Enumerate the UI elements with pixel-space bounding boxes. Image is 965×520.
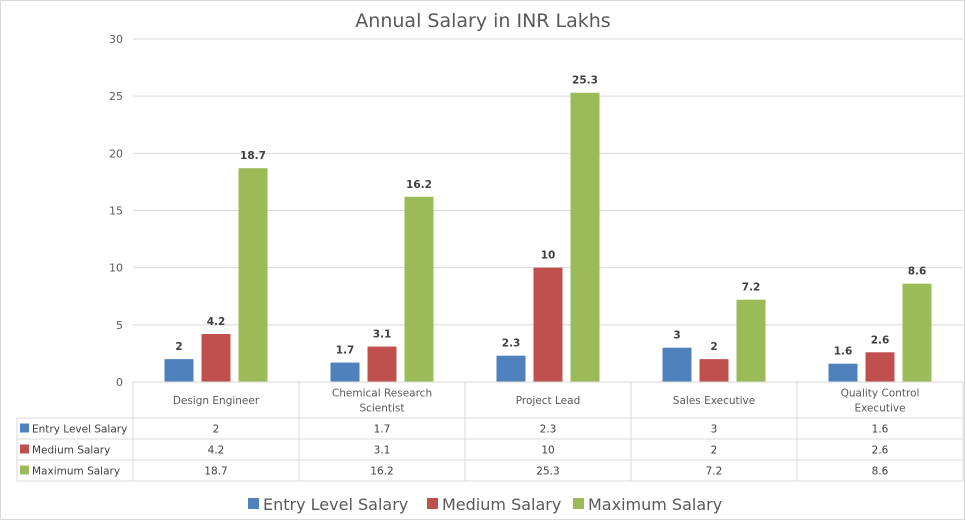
legend-key-swatch xyxy=(20,444,29,454)
table-cell: 2 xyxy=(213,424,220,436)
data-label: 25.3 xyxy=(572,75,598,87)
gridlines xyxy=(133,38,963,326)
table-cell: 7.2 xyxy=(706,466,723,478)
bar xyxy=(902,283,932,382)
data-table: Design Engineer Chemical Research Scientis… xyxy=(16,381,964,482)
bar xyxy=(238,168,268,382)
table-cell: 3.1 xyxy=(374,445,391,457)
data-label: 2.3 xyxy=(502,338,521,350)
y-axis: 0 5 10 15 20 25 30 xyxy=(109,33,123,389)
bar xyxy=(164,359,194,382)
bar xyxy=(201,333,231,382)
table-cell: 1.6 xyxy=(872,424,889,436)
bar xyxy=(404,196,434,382)
y-tick-label: 15 xyxy=(109,205,123,218)
data-label: 8.6 xyxy=(908,266,927,278)
y-tick-label: 10 xyxy=(109,262,123,275)
legend-key-swatch xyxy=(20,465,29,475)
table-cell: 2 xyxy=(711,445,718,457)
y-tick-label: 30 xyxy=(109,33,123,46)
bar xyxy=(828,363,858,382)
table-cell: 2.3 xyxy=(540,424,557,436)
table-cell: 3 xyxy=(711,424,718,436)
bar xyxy=(699,359,729,382)
bar xyxy=(865,352,895,382)
table-row-label: Medium Salary xyxy=(32,445,110,457)
table-cell: 1.7 xyxy=(374,424,391,436)
chart-title: Annual Salary in INR Lakhs xyxy=(355,10,610,32)
bar xyxy=(662,347,692,382)
legend-swatch xyxy=(248,498,259,509)
data-label: 18.7 xyxy=(240,150,266,162)
table-cell: 2.6 xyxy=(872,445,889,457)
bar xyxy=(330,362,360,382)
bar xyxy=(533,267,563,382)
table-row-label: Maximum Salary xyxy=(32,466,120,478)
legend-label: Maximum Salary xyxy=(588,495,722,514)
data-label: 16.2 xyxy=(406,179,432,191)
legend: Entry Level Salary Medium Salary Maximum S… xyxy=(248,495,722,514)
category-label: Project Lead xyxy=(516,395,581,407)
legend-swatch xyxy=(427,498,438,509)
bar xyxy=(367,346,397,382)
bar xyxy=(496,355,526,382)
bar xyxy=(570,92,600,382)
data-label: 3.1 xyxy=(373,329,392,341)
table-cell: 10 xyxy=(541,445,554,457)
data-label: 2.6 xyxy=(871,334,890,346)
data-label: 4.2 xyxy=(207,316,226,328)
legend-label: Medium Salary xyxy=(442,495,561,514)
table-cell: 4.2 xyxy=(208,445,225,457)
data-label: 10 xyxy=(541,250,556,262)
table-cell: 18.7 xyxy=(204,466,227,478)
data-labels: 2 1.7 2.3 3 1.6 4.2 3.1 10 2 2.6 18.7 16.2 25.3 7.2 8.… xyxy=(175,75,926,358)
category-label: Chemical Research xyxy=(332,388,432,400)
legend-key-swatch xyxy=(20,423,29,433)
category-label: Executive xyxy=(854,403,905,415)
category-label: Design Engineer xyxy=(173,395,260,407)
data-label: 1.7 xyxy=(336,345,355,357)
legend-swatch xyxy=(573,498,584,509)
y-tick-label: 0 xyxy=(116,376,123,389)
y-tick-label: 25 xyxy=(109,90,123,103)
bars xyxy=(164,92,932,382)
table-cell: 16.2 xyxy=(370,466,393,478)
data-label: 3 xyxy=(673,330,680,342)
table-cell: 25.3 xyxy=(536,466,559,478)
y-tick-label: 20 xyxy=(109,147,123,160)
data-label: 2 xyxy=(175,341,182,353)
category-label: Sales Executive xyxy=(673,395,755,407)
data-label: 2 xyxy=(710,341,717,353)
category-label: Scientist xyxy=(359,403,404,415)
data-label: 1.6 xyxy=(834,346,853,358)
table-row-label: Entry Level Salary xyxy=(32,424,127,436)
legend-label: Entry Level Salary xyxy=(263,495,408,514)
bar xyxy=(736,299,766,382)
category-label: Quality Control xyxy=(841,388,920,400)
table-cell: 8.6 xyxy=(872,466,889,478)
data-label: 7.2 xyxy=(742,282,761,294)
y-tick-label: 5 xyxy=(116,319,123,332)
